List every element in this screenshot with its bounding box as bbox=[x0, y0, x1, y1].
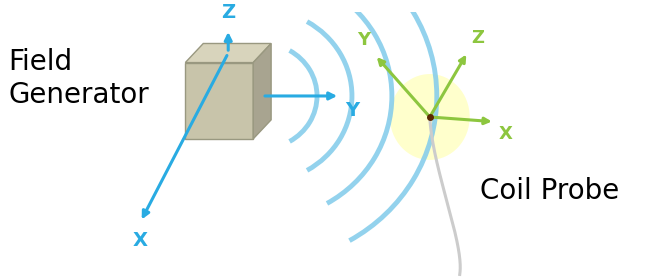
Text: Coil Probe: Coil Probe bbox=[480, 177, 619, 205]
Ellipse shape bbox=[390, 74, 470, 160]
Text: Y: Y bbox=[357, 31, 370, 49]
Text: Z: Z bbox=[221, 3, 235, 21]
Text: Field
Generator: Field Generator bbox=[9, 48, 149, 109]
FancyBboxPatch shape bbox=[185, 63, 253, 139]
Text: Y: Y bbox=[345, 101, 359, 120]
Text: X: X bbox=[133, 232, 148, 250]
Polygon shape bbox=[185, 43, 271, 63]
Text: Z: Z bbox=[472, 29, 484, 47]
Text: X: X bbox=[499, 125, 513, 143]
Polygon shape bbox=[253, 43, 271, 139]
